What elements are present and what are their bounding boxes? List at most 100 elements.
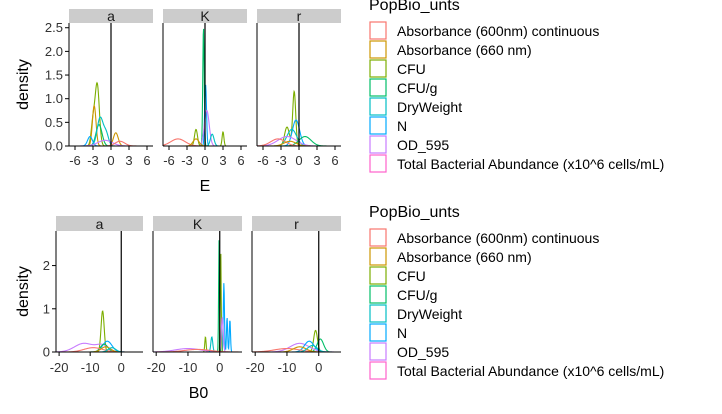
y-tick-label: 0.5 [45, 115, 63, 130]
legend-key [369, 78, 387, 97]
facet-panel-K: K -20 -10 0 [147, 216, 242, 375]
y-tick-label: 1.5 [45, 68, 63, 83]
legend-entry-label: N [397, 325, 407, 341]
facet-panel-a: a -6 -3 0 3 6 [68, 8, 153, 168]
x-tick-label: 0 [118, 360, 125, 375]
facet-strip-label: K [200, 8, 210, 24]
legend-key [369, 135, 387, 154]
facet-strip-label: K [193, 216, 203, 232]
legend-title: PopBio_unts [369, 0, 460, 14]
legend-entry-label: CFU/g [397, 287, 437, 303]
density-curve-cfu [252, 329, 341, 353]
legend-entry-label: Absorbance (660 nm) [397, 249, 532, 265]
y-tick-label: 2 [43, 258, 50, 273]
legend-key [369, 247, 387, 266]
chart-2: 0 1 2 density a -20 -10 0 K -20 -10 0 r -20 -10 0 B0 PopB… [15, 204, 664, 402]
y-tick-label: 1 [43, 301, 50, 316]
x-tick-label: -10 [278, 360, 297, 375]
x-tick-label: 0 [295, 153, 302, 168]
x-tick-label: -10 [81, 360, 100, 375]
x-tick-label: 0 [201, 153, 208, 168]
x-tick-label: 6 [237, 153, 244, 168]
x-tick-label: 3 [313, 153, 320, 168]
x-tick-label: -3 [87, 153, 99, 168]
density-curve-cfu [56, 310, 143, 353]
facet-strip-label: a [107, 8, 115, 24]
x-tick-label: 0 [315, 360, 322, 375]
y-tick-label: 1.0 [45, 91, 63, 106]
density-curve-cfu-g [252, 338, 341, 353]
facet-strip-label: a [96, 216, 104, 232]
facet-strip-label: r [297, 8, 302, 24]
legend-entry-label: Total Bacterial Abundance (x10^6 cells/m… [397, 363, 664, 379]
density-curve-n [252, 340, 341, 353]
x-tick-label: -3 [275, 153, 287, 168]
legend-title: PopBio_unts [369, 204, 460, 221]
legend-key [369, 97, 387, 116]
legend-key [369, 228, 387, 247]
x-tick-label: 6 [143, 153, 150, 168]
legend-entry-label: N [397, 118, 407, 134]
facet-strip [153, 216, 242, 231]
y-axis-title: density [15, 59, 32, 110]
x-axis-title: B0 [189, 385, 209, 402]
facet-panel-K: K -6 -3 0 3 6 [162, 8, 247, 168]
x-tick-label: -20 [50, 360, 69, 375]
facet-strip [69, 9, 153, 23]
facet-strip-label: r [294, 216, 299, 232]
density-curve-n [153, 283, 242, 353]
legend-entry-label: CFU [397, 268, 426, 284]
legend-key [369, 342, 387, 361]
x-tick-label: 6 [331, 153, 338, 168]
x-tick-label: 3 [219, 153, 226, 168]
facet-strip [257, 9, 341, 23]
legend-entry-label: DryWeight [397, 306, 462, 322]
y-tick-label: 0 [43, 345, 50, 360]
legend-entry-label: Absorbance (600nm) continuous [397, 23, 599, 39]
x-tick-label: -6 [69, 153, 81, 168]
legend-key [369, 59, 387, 78]
facet-strip [56, 216, 143, 231]
x-tick-label: -6 [257, 153, 269, 168]
legend-entry-label: OD_595 [397, 137, 449, 153]
y-tick-label: 0.0 [45, 139, 63, 154]
legend-entry-label: Total Bacterial Abundance (x10^6 cells/m… [397, 156, 664, 172]
legend-entry-label: Absorbance (660 nm) [397, 42, 532, 58]
legend-key [369, 285, 387, 304]
legend-key [369, 40, 387, 59]
legend-key [369, 304, 387, 323]
legend-entry-label: CFU/g [397, 80, 437, 96]
legend-entry-label: OD_595 [397, 344, 449, 360]
legend-key [369, 116, 387, 135]
legend-entry-label: CFU [397, 61, 426, 77]
x-tick-label: 0 [216, 360, 223, 375]
x-tick-label: 0 [107, 153, 114, 168]
y-tick-label: 2.5 [45, 20, 63, 35]
y-tick-label: 2.0 [45, 44, 63, 59]
legend-entry-label: DryWeight [397, 99, 462, 115]
facet-strip [252, 216, 341, 231]
x-tick-label: -20 [246, 360, 265, 375]
legend-key [369, 266, 387, 285]
legend-key [369, 361, 387, 380]
density-curve-cfu-g [153, 240, 242, 353]
x-tick-label: -3 [181, 153, 193, 168]
x-tick-label: -20 [147, 360, 166, 375]
legend-key [369, 154, 387, 173]
legend-key [369, 21, 387, 40]
x-tick-label: -10 [179, 360, 198, 375]
x-tick-label: -6 [163, 153, 175, 168]
x-tick-label: 3 [125, 153, 132, 168]
legend-entry-label: Absorbance (600nm) continuous [397, 230, 599, 246]
facet-panel-a: a -20 -10 0 [50, 216, 143, 375]
facet-panel-r: r -20 -10 0 [246, 216, 341, 375]
facet-strip [163, 9, 247, 23]
legend: PopBio_unts Absorbance (600nm) continuous… [369, 204, 664, 380]
x-axis-title: E [200, 178, 211, 195]
y-axis-title: density [15, 266, 32, 317]
facet-panel-r: r -6 -3 0 3 6 [256, 8, 341, 168]
legend-key [369, 323, 387, 342]
legend: PopBio_unts Absorbance (600nm) continuous… [369, 0, 664, 173]
